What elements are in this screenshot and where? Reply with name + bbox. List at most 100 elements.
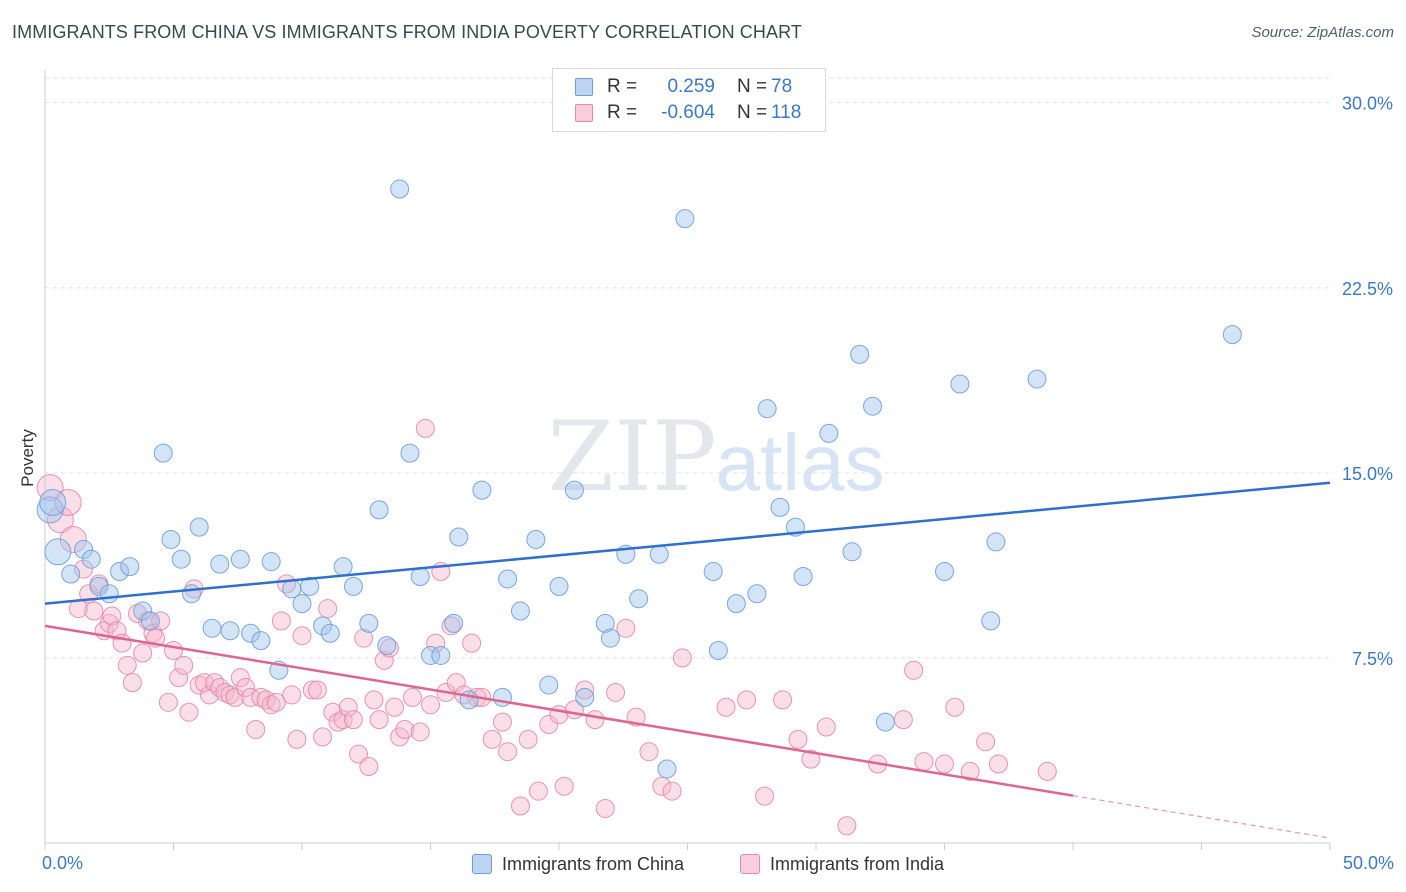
india-point [292,626,312,646]
legend-n-label: N = [737,102,768,123]
india-point [935,754,954,774]
china-point [757,399,777,419]
china-point [657,759,677,779]
china-point [333,557,353,577]
india-trend-extension [1072,795,1331,839]
china-point [161,529,181,549]
india-point [575,680,595,700]
china-point [950,374,970,394]
india-point [354,628,374,648]
china-point [140,611,160,631]
china-point [110,562,130,582]
china-point [770,497,790,517]
india-point [976,732,996,752]
india-point [498,742,518,762]
china-point [793,566,813,586]
india-point [189,675,209,695]
india-point [945,697,965,717]
source-label: Source: ZipAtlas.com [1251,24,1394,41]
india-point [446,673,466,693]
china-point [292,594,312,614]
india-point [988,754,1008,774]
china-point [819,423,839,443]
x-tick-label-min: 0.0% [42,853,83,873]
india-point [251,687,271,707]
china-point [600,628,620,648]
china-point [369,500,389,520]
india-point [652,776,672,796]
india-point [1037,761,1057,781]
axes [44,70,1331,850]
india-point [343,710,363,730]
legend-row-india: R = -0.604 N = 118 [575,100,811,126]
china-point [390,179,410,199]
china-point [133,601,153,621]
india-point [616,618,636,638]
china-point [510,601,530,621]
china-point [210,554,230,574]
india-point [99,613,119,633]
india-point [261,695,281,715]
india-point [246,719,266,739]
legend-n-value: 118 [771,102,802,123]
india-point [359,757,379,776]
china-point [359,613,379,633]
china-point [575,687,595,707]
china-point [703,562,723,582]
china-point [171,549,191,569]
india-point [266,692,286,712]
india-point [369,710,389,730]
india-point [441,616,461,636]
bottom-legend-china: Immigrants from China [472,852,684,876]
india-point [510,796,530,816]
legend-r-value: 0.259 [667,76,715,97]
series-india-points [36,418,1057,836]
india-point [421,695,440,715]
india-point [199,685,219,705]
china-point [629,589,649,609]
india-point [143,623,163,643]
india-point [492,712,512,732]
bottom-legend-label-china: Immigrants from China [502,853,685,874]
y-tick-label: 30.0% [1342,94,1393,114]
grid-lines [45,77,1330,659]
legend-swatch-india [575,104,593,122]
watermark-zip: ZIP [547,401,716,513]
china-point [189,517,209,537]
india-point [662,781,682,801]
y-tick-label: 22.5% [1342,279,1393,299]
india-point [539,715,559,735]
india-point [395,719,415,739]
india-point [788,729,808,749]
india-point [122,673,142,693]
india-point [410,722,430,742]
india-trend-line [44,624,1074,797]
china-point [120,557,140,577]
bottom-legend-india: Immigrants from India [740,852,944,876]
china-point [320,623,340,643]
india-point [904,660,924,680]
india-point [235,678,255,698]
china-point [875,712,895,732]
china-point [1027,369,1047,389]
china-point [549,576,569,596]
india-point [241,687,261,707]
china-point [99,584,119,604]
india-point [54,488,82,516]
y-tick-label: 15.0% [1342,464,1393,484]
legend-swatch-china [575,78,593,96]
china-point [39,488,67,516]
india-point [328,712,348,732]
china-point [708,641,728,661]
india-point [403,687,423,707]
china-point [726,594,746,614]
india-point [287,729,307,749]
china-point [492,687,512,707]
india-point [349,744,369,764]
china-point [863,396,883,416]
india-point [914,752,934,772]
china-point [1222,325,1242,345]
india-point [893,710,913,730]
india-point [837,816,857,836]
india-point [426,633,446,653]
